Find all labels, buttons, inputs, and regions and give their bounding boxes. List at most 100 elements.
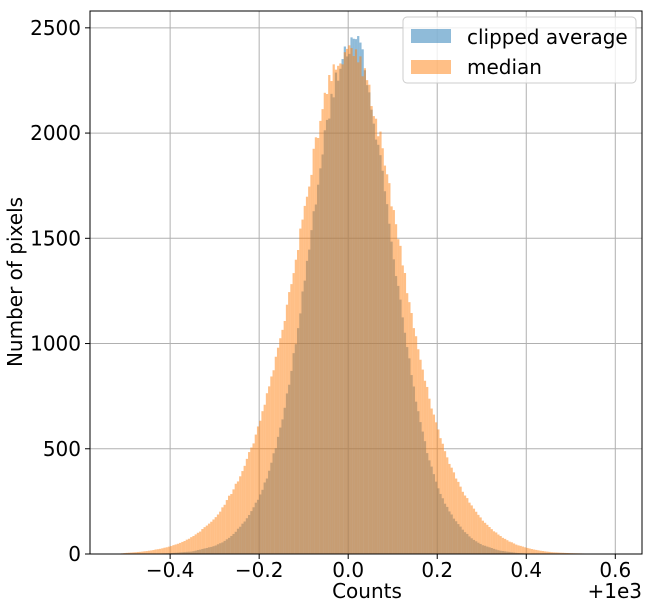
histogram-bar: [557, 552, 560, 554]
legend-swatch-median: [411, 60, 451, 74]
histogram-bar: [472, 508, 476, 554]
histogram-bar: [297, 250, 300, 554]
histogram-bar: [495, 532, 498, 554]
histogram-bar: [290, 284, 293, 554]
histogram-bar: [203, 527, 206, 554]
histogram-bar: [350, 48, 353, 555]
histogram-bar: [259, 420, 262, 554]
histogram-bar: [354, 49, 358, 554]
histogram-bar: [288, 292, 291, 554]
histogram-bar: [386, 174, 389, 554]
y-axis-ticks: 0 500 1000 1500 2000 2500: [30, 16, 90, 566]
histogram-bar: [506, 540, 509, 554]
histogram-bar: [261, 411, 264, 554]
histogram-bar: [414, 336, 418, 554]
histogram-bar: [292, 273, 295, 554]
histogram-bar: [321, 109, 324, 554]
histogram-bar: [252, 443, 255, 554]
histogram-bar: [372, 116, 375, 554]
histogram-bar: [183, 540, 186, 554]
series-median-bars: [116, 45, 607, 555]
histogram-bar: [250, 447, 253, 554]
histogram-bar: [348, 45, 351, 554]
histogram-bar: [381, 148, 384, 554]
histogram-bar: [212, 519, 215, 554]
histogram-bar: [201, 529, 204, 554]
histogram-bar: [566, 552, 569, 554]
histogram-bar: [248, 452, 251, 554]
histogram-bar: [245, 458, 249, 554]
histogram-bar: [190, 537, 193, 554]
histogram-bar: [301, 219, 304, 554]
histogram-bar: [450, 467, 453, 554]
histogram-bar: [406, 293, 409, 554]
histogram-bar: [305, 196, 309, 555]
histogram-bar: [185, 539, 188, 554]
histogram-bar: [428, 398, 431, 554]
histogram-bar: [423, 380, 427, 554]
histogram-bar: [332, 64, 335, 554]
y-tick-label: 1000: [30, 332, 81, 356]
histogram-bar: [283, 320, 286, 554]
histogram-bar: [517, 545, 520, 554]
histogram-bar: [421, 369, 424, 554]
legend-box: [402, 16, 637, 84]
x-axis-offset-label: +1e3: [587, 579, 642, 603]
histogram-bar: [312, 148, 315, 554]
y-axis-label: Number of pixels: [3, 197, 27, 367]
plot-frame: [89, 10, 643, 555]
histogram-bar: [303, 205, 306, 554]
histogram-bar: [426, 386, 429, 554]
histogram-bar: [459, 486, 462, 554]
histogram-bar: [167, 546, 171, 554]
histogram-bar: [239, 476, 242, 554]
histogram-bar: [199, 531, 202, 554]
histogram-bar: [546, 551, 549, 554]
histogram-bar: [528, 548, 531, 554]
histogram-bar: [435, 422, 438, 554]
histogram-bar: [501, 537, 504, 554]
histogram-bar: [397, 239, 400, 555]
histogram-bar: [161, 548, 164, 554]
histogram-bar: [132, 552, 135, 554]
histogram-bar: [210, 521, 213, 554]
histogram-bar: [241, 471, 244, 554]
histogram-bar: [412, 328, 415, 554]
histogram-bar: [468, 502, 471, 554]
histogram-bar: [524, 547, 527, 554]
histogram-bar: [535, 549, 538, 554]
histogram-bar: [352, 56, 355, 554]
legend: clipped average median: [402, 16, 637, 84]
x-tick-label: 0.4: [510, 558, 542, 582]
histogram-bar: [479, 517, 482, 554]
histogram-bar: [466, 498, 469, 554]
histogram-bar: [136, 551, 139, 554]
histogram-bar: [268, 386, 271, 554]
histogram-bar: [357, 62, 360, 555]
histogram-bar: [243, 465, 246, 554]
histogram-bar: [127, 552, 131, 554]
histogram-bar: [214, 517, 217, 554]
histogram-bar: [475, 511, 478, 554]
histogram-bar: [319, 120, 322, 555]
histogram-bar: [443, 451, 447, 554]
histogram-bar: [457, 481, 460, 554]
histogram-bar: [481, 520, 484, 554]
histogram-bar: [537, 550, 540, 554]
histogram-bar: [410, 313, 413, 554]
histogram-bar: [279, 338, 282, 554]
histogram-bar: [163, 547, 166, 554]
x-tick-label: 0.0: [332, 558, 364, 582]
histogram-bar: [539, 550, 542, 554]
histogram-bar: [159, 548, 162, 554]
y-tick-label: 0: [68, 542, 81, 566]
histogram-bar: [154, 549, 157, 554]
histogram-bar: [486, 524, 489, 554]
histogram-bar: [130, 552, 133, 554]
x-tick-label: −0.4: [146, 558, 195, 582]
histogram-bar: [499, 536, 502, 554]
histogram-bar: [138, 551, 142, 554]
histogram-bar: [170, 546, 173, 554]
histogram-bar: [272, 370, 275, 554]
histogram-bar: [339, 63, 342, 555]
